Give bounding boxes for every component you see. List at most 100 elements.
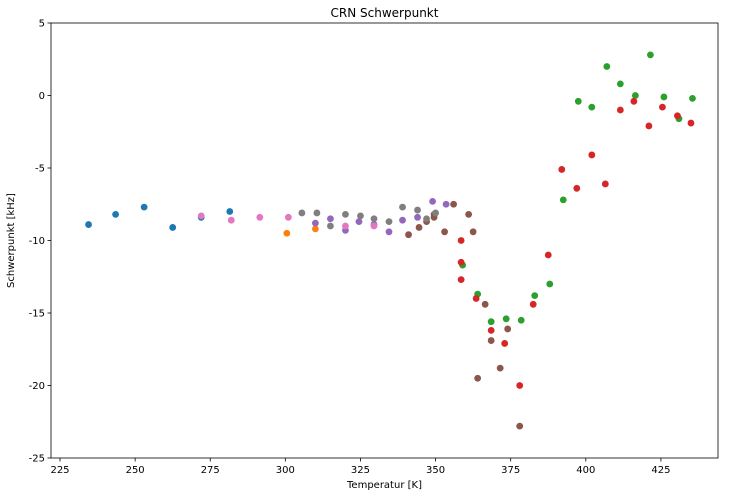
data-point xyxy=(85,221,92,228)
data-point xyxy=(502,315,510,323)
data-point xyxy=(630,97,638,105)
x-tick-label: 425 xyxy=(651,465,670,476)
data-point xyxy=(298,209,306,217)
y-tick-label: -25 xyxy=(29,454,45,465)
data-point xyxy=(573,184,581,192)
data-point xyxy=(457,237,465,244)
data-point xyxy=(169,224,177,231)
data-point xyxy=(487,318,495,326)
data-point xyxy=(385,218,393,226)
data-point xyxy=(689,95,696,102)
data-point xyxy=(256,213,264,221)
y-tick-label: -20 xyxy=(29,381,45,392)
x-tick-label: 350 xyxy=(426,465,445,476)
x-tick-label: 275 xyxy=(201,465,220,476)
data-point xyxy=(659,103,666,111)
data-point xyxy=(283,229,291,237)
data-point xyxy=(457,258,465,266)
data-point xyxy=(423,215,430,223)
data-point xyxy=(504,325,512,333)
data-point xyxy=(140,203,148,211)
y-axis-ticks: 5 0 -5 -10 -15 -20 -25 xyxy=(29,19,51,465)
x-tick-label: 225 xyxy=(50,465,69,476)
data-point xyxy=(516,382,524,389)
data-point xyxy=(559,196,567,204)
data-point xyxy=(588,151,596,159)
data-point xyxy=(481,300,489,308)
y-tick-label: -10 xyxy=(29,236,45,247)
data-point xyxy=(601,180,609,188)
data-point xyxy=(516,422,524,430)
y-tick-label: -15 xyxy=(29,309,45,320)
y-axis-title: Schwerpunkt [kHz] xyxy=(6,193,17,288)
data-point xyxy=(415,224,423,231)
data-point xyxy=(414,206,421,214)
data-point xyxy=(574,97,582,105)
series-6 xyxy=(405,200,524,430)
data-point xyxy=(687,119,695,127)
series-5 xyxy=(311,197,450,236)
data-point xyxy=(327,222,334,230)
data-point xyxy=(487,337,495,344)
data-point xyxy=(357,212,364,220)
x-tick-label: 250 xyxy=(126,465,145,476)
series-4 xyxy=(457,97,695,389)
data-point xyxy=(327,215,334,223)
series-8 xyxy=(298,203,439,230)
x-tick-label: 325 xyxy=(351,465,370,476)
data-point xyxy=(313,209,321,217)
data-point xyxy=(370,222,378,230)
series-3 xyxy=(459,51,696,326)
data-point xyxy=(616,80,624,88)
data-point xyxy=(405,231,412,239)
data-point xyxy=(674,112,681,120)
data-point xyxy=(517,316,525,324)
data-point xyxy=(399,216,406,224)
data-point xyxy=(469,228,477,236)
series-7 xyxy=(197,212,378,230)
data-point xyxy=(631,92,639,99)
data-point xyxy=(616,106,624,114)
series-2 xyxy=(283,225,319,237)
x-tick-label: 300 xyxy=(276,465,295,476)
data-point xyxy=(311,225,319,233)
data-point xyxy=(112,211,119,218)
data-point xyxy=(474,374,482,382)
data-point xyxy=(227,216,235,224)
data-point xyxy=(544,251,552,259)
series-1 xyxy=(85,203,234,231)
x-axis-title: Temperatur [K] xyxy=(346,480,422,491)
data-point xyxy=(355,218,363,226)
data-point xyxy=(588,103,596,111)
x-tick-label: 400 xyxy=(576,465,595,476)
data-point xyxy=(442,200,450,208)
data-point xyxy=(441,228,448,236)
data-point xyxy=(342,211,349,218)
y-tick-label: 0 xyxy=(39,91,45,102)
data-point xyxy=(546,280,554,288)
data-point xyxy=(646,51,654,59)
data-point xyxy=(501,340,509,347)
data-point xyxy=(450,200,458,208)
data-point xyxy=(429,197,436,205)
data-point xyxy=(531,292,539,299)
data-point xyxy=(645,122,653,130)
x-tick-label: 375 xyxy=(501,465,520,476)
data-point xyxy=(385,228,393,236)
data-point xyxy=(370,215,378,223)
data-point xyxy=(660,93,668,101)
y-tick-label: 5 xyxy=(39,19,45,30)
y-tick-label: -5 xyxy=(35,164,45,175)
data-point xyxy=(496,364,504,372)
data-point xyxy=(197,212,205,220)
data-point xyxy=(284,213,292,221)
data-point xyxy=(432,209,439,217)
data-point xyxy=(399,203,406,211)
data-point xyxy=(472,295,480,302)
data-point xyxy=(342,222,349,230)
x-axis-ticks: 225 250 275 300 325 350 375 400 425 xyxy=(50,458,670,476)
data-point xyxy=(487,327,495,334)
data-point xyxy=(529,300,537,308)
